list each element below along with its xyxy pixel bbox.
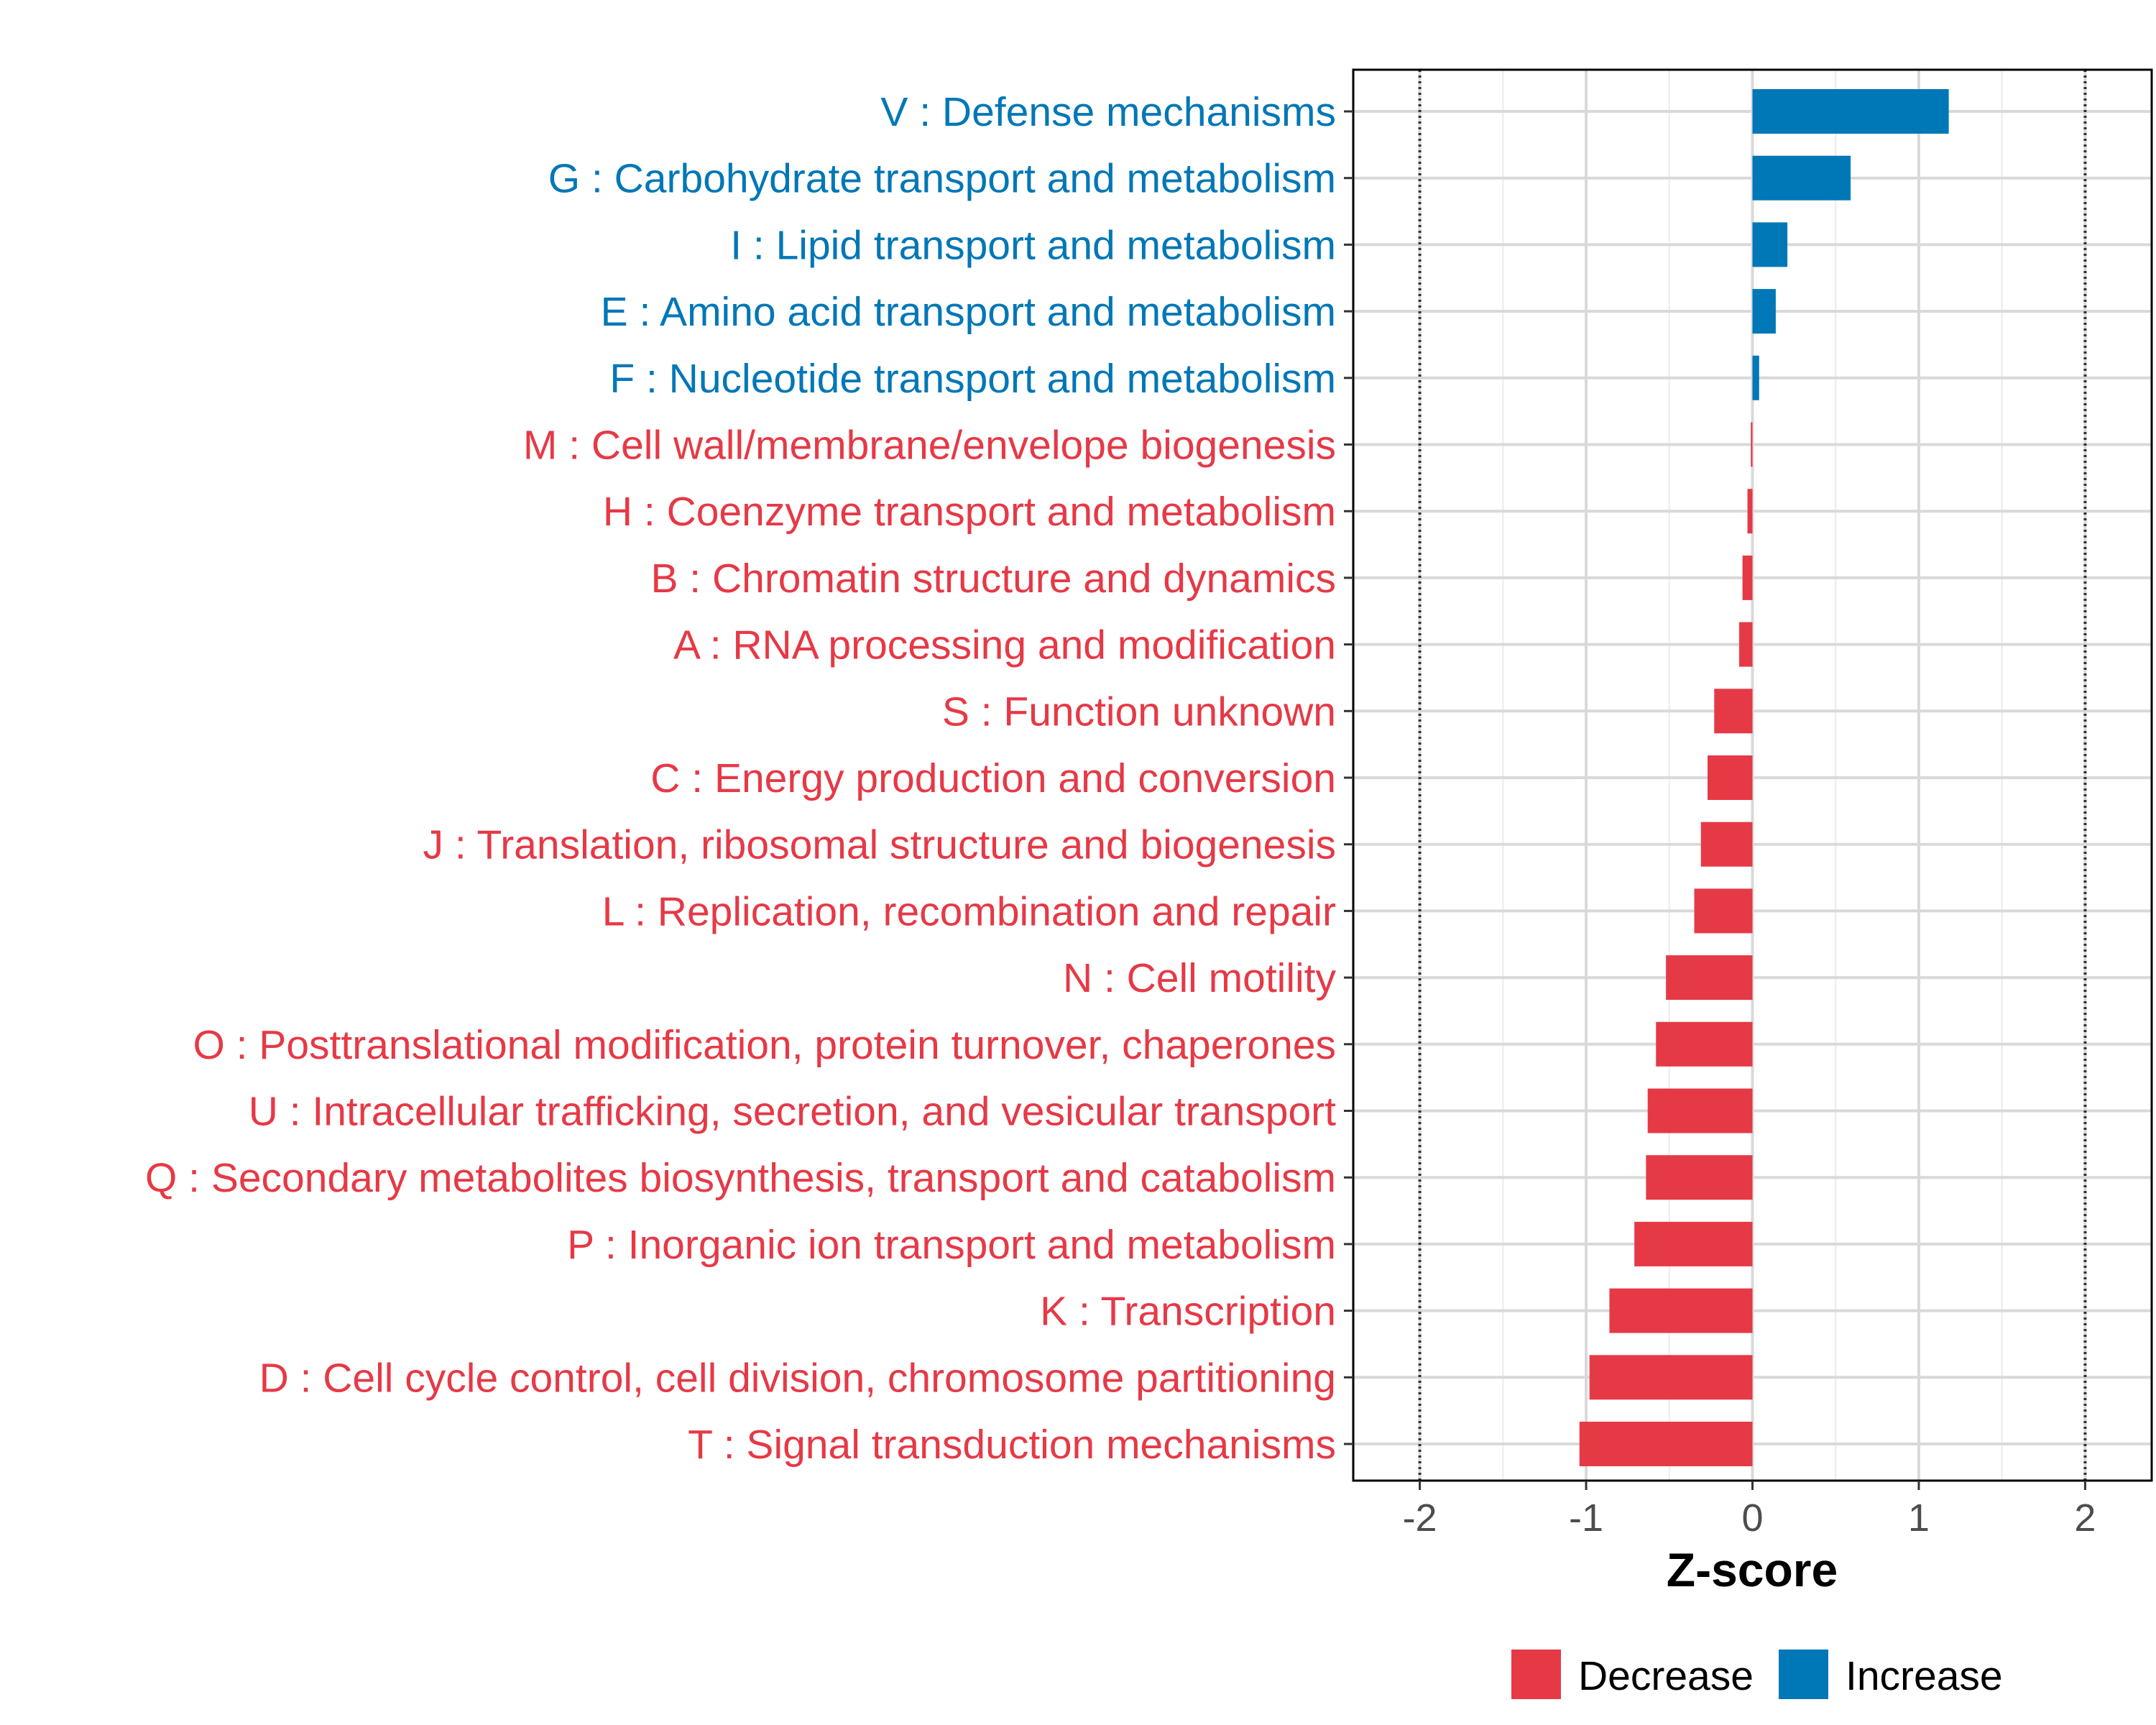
bar-f <box>1752 355 1759 400</box>
category-label-g: G : Carbohydrate transport and metabolis… <box>548 156 1336 202</box>
bar-k <box>1609 1288 1753 1333</box>
category-label-t: T : Signal transduction mechanisms <box>688 1422 1336 1468</box>
bar-s <box>1714 689 1753 734</box>
category-label-s: S : Function unknown <box>942 689 1336 735</box>
bar-l <box>1694 888 1753 934</box>
category-label-p: P : Inorganic ion transport and metaboli… <box>567 1222 1336 1268</box>
category-label-u: U : Intracellular trafficking, secretion… <box>249 1089 1336 1135</box>
bar-o <box>1656 1021 1753 1067</box>
category-label-m: M : Cell wall/membrane/envelope biogenes… <box>523 423 1336 469</box>
bar-n <box>1666 955 1753 1000</box>
x-tick-label: 1 <box>1908 1496 1930 1540</box>
category-label-e: E : Amino acid transport and metabolism <box>601 289 1336 335</box>
bar-v <box>1752 89 1949 134</box>
bar-t <box>1579 1422 1753 1466</box>
x-tick-label: -2 <box>1403 1496 1437 1540</box>
category-label-o: O : Posttranslational modification, prot… <box>193 1022 1336 1068</box>
legend: Decrease Increase <box>1511 1650 2003 1699</box>
legend-label-decrease: Decrease <box>1578 1653 1754 1699</box>
y-axis: V : Defense mechanisms G : Carbohydrate t… <box>145 89 1353 1468</box>
x-tick-label: 0 <box>1741 1496 1763 1540</box>
category-label-a: A : RNA processing and modification <box>673 622 1336 668</box>
category-label-k: K : Transcription <box>1040 1289 1336 1335</box>
bar-c <box>1708 755 1753 800</box>
bar-a <box>1738 622 1753 667</box>
x-axis-title: Z-score <box>1667 1543 1838 1596</box>
x-axis: -2 -1 0 1 2 <box>1403 1481 2096 1540</box>
category-label-v: V : Defense mechanisms <box>880 89 1336 135</box>
bar-j <box>1700 822 1753 867</box>
bar-h <box>1747 489 1753 534</box>
legend-swatch-decrease <box>1511 1650 1561 1699</box>
bar-q <box>1646 1155 1753 1200</box>
x-tick-label: 2 <box>2074 1496 2096 1540</box>
legend-label-increase: Increase <box>1846 1653 2003 1699</box>
category-label-d: D : Cell cycle control, cell division, c… <box>259 1355 1336 1401</box>
category-label-f: F : Nucleotide transport and metabolism <box>609 356 1336 402</box>
bar-u <box>1647 1088 1753 1133</box>
bar-b <box>1742 555 1753 600</box>
category-label-n: N : Cell motility <box>1063 955 1337 1001</box>
bar-p <box>1634 1221 1753 1266</box>
bar-i <box>1752 222 1788 267</box>
bar-g <box>1752 155 1851 201</box>
bar-d <box>1589 1355 1753 1400</box>
category-label-i: I : Lipid transport and metabolism <box>730 222 1336 268</box>
category-label-b: B : Chromatin structure and dynamics <box>650 556 1336 602</box>
legend-swatch-increase <box>1779 1650 1828 1699</box>
category-label-h: H : Coenzyme transport and metabolism <box>603 489 1336 535</box>
category-label-l: L : Replication, recombination and repai… <box>602 888 1336 934</box>
x-tick-label: -1 <box>1569 1496 1603 1540</box>
category-label-j: J : Translation, ribosomal structure and… <box>423 822 1336 868</box>
bar-layer <box>1579 89 1949 1466</box>
bar-e <box>1752 289 1776 334</box>
category-label-c: C : Energy production and conversion <box>650 755 1336 801</box>
category-label-q: Q : Secondary metabolites biosynthesis, … <box>145 1155 1336 1201</box>
bar-m <box>1751 422 1753 467</box>
